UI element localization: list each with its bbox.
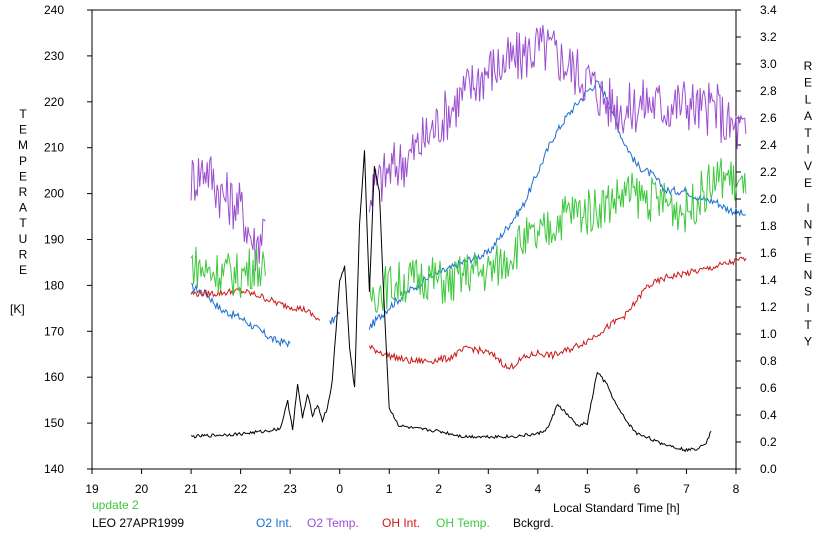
x-tick-label: 0 [336, 482, 343, 496]
x-tick-label: 22 [234, 482, 248, 496]
right-axis-label-letter: I [806, 201, 809, 215]
right-tick-label: 0.6 [760, 381, 777, 395]
left-axis-label-letter: R [19, 185, 28, 199]
series-line-o2-temp [190, 156, 266, 272]
plot-frame [91, 9, 737, 470]
x-tick-label: 8 [733, 482, 740, 496]
left-axis-label-letter: E [19, 123, 27, 137]
right-axis-label-letter: T [804, 126, 812, 140]
legend-entry: O2 Int. [256, 516, 292, 530]
series-line-o2-int [329, 311, 341, 325]
left-tick-label: 140 [44, 462, 64, 476]
right-tick-label: 0.4 [760, 408, 777, 422]
left-tick-label: 190 [44, 233, 64, 247]
right-axis-label-letter: L [805, 92, 812, 106]
x-tick-label: 23 [283, 482, 297, 496]
series-layer [190, 24, 747, 453]
legend-entry: Bckgrd. [513, 516, 554, 530]
series-line-bckgrd [190, 150, 712, 453]
x-tick-label: 19 [85, 482, 99, 496]
left-tick-label: 160 [44, 370, 64, 384]
left-axis-label-letter: A [19, 201, 27, 215]
left-axis-label-letter: U [19, 232, 28, 246]
right-tick-label: 1.0 [760, 327, 777, 341]
series-line-oh-int [190, 287, 321, 321]
right-axis-label-letter: N [804, 268, 813, 282]
right-tick-label: 0.2 [760, 435, 777, 449]
x-axis-ticks: 19 20 21 22 23 0 1 2 3 4 5 6 7 8 [85, 469, 740, 496]
left-tick-label: 180 [44, 278, 64, 292]
series-line-oh-temp [368, 157, 747, 314]
series-line-oh-int [368, 256, 747, 370]
right-axis-ticks: 0.0 0.2 0.4 0.6 0.8 1.0 1.2 1.4 1.6 1.8 2.0 2.2 2.4 2… [736, 3, 777, 476]
right-axis-label-letter: T [804, 318, 812, 332]
update-note: update 2 [92, 498, 139, 512]
right-axis-label-letter: E [804, 251, 812, 265]
x-tick-label: 3 [485, 482, 492, 496]
x-tick-label: 21 [184, 482, 198, 496]
right-axis-label-letter: A [804, 109, 812, 123]
right-tick-label: 2.8 [760, 84, 777, 98]
left-tick-label: 170 [44, 324, 64, 338]
x-tick-label: 4 [535, 482, 542, 496]
left-tick-label: 210 [44, 141, 64, 155]
right-axis-label-letter: N [804, 218, 813, 232]
left-axis-label-letter: R [19, 247, 28, 261]
right-axis-label-letter: Y [804, 335, 812, 349]
left-tick-label: 240 [44, 3, 64, 17]
left-axis-label-letter: T [19, 107, 27, 121]
left-axis-label-letter: E [19, 169, 27, 183]
right-tick-label: 1.4 [760, 273, 777, 287]
x-tick-label: 6 [634, 482, 641, 496]
right-tick-label: 1.8 [760, 219, 777, 233]
legend: O2 Int. O2 Temp. OH Int. OH Temp. Bckgrd. [256, 516, 554, 530]
right-axis-label-letter: V [804, 159, 812, 173]
right-tick-label: 0.0 [760, 462, 777, 476]
left-tick-label: 150 [44, 416, 64, 430]
station-date-label: LEO 27APR1999 [92, 516, 184, 530]
legend-entry: OH Int. [382, 516, 420, 530]
right-tick-label: 1.2 [760, 300, 777, 314]
right-axis-label-letter: I [806, 143, 809, 157]
left-axis-label-letter: P [19, 154, 27, 168]
right-axis-label-letter: E [804, 176, 812, 190]
series-line-o2-temp [368, 24, 747, 213]
right-tick-label: 2.4 [760, 138, 777, 152]
legend-entry: OH Temp. [436, 516, 490, 530]
left-axis-label-letter: T [19, 216, 27, 230]
x-tick-label: 7 [683, 482, 690, 496]
x-axis-label: Local Standard Time [h] [553, 501, 680, 515]
series-line-o2-int [368, 80, 747, 330]
x-tick-label: 1 [386, 482, 393, 496]
right-axis-label-letter: R [804, 59, 813, 73]
right-axis-label-letter: I [806, 301, 809, 315]
left-axis-label-letter: M [18, 138, 28, 152]
right-tick-label: 2.6 [760, 111, 777, 125]
right-tick-label: 1.6 [760, 246, 777, 260]
series-line-o2-int [190, 283, 291, 348]
x-tick-label: 2 [435, 482, 442, 496]
x-tick-label: 5 [584, 482, 591, 496]
left-tick-label: 220 [44, 95, 64, 109]
right-axis-label-letter: S [804, 285, 812, 299]
x-tick-label: 20 [135, 482, 149, 496]
right-tick-label: 2.0 [760, 192, 777, 206]
series-line-oh-temp [190, 246, 266, 298]
legend-entry: O2 Temp. [307, 516, 359, 530]
right-tick-label: 3.2 [760, 30, 777, 44]
right-tick-label: 0.8 [760, 354, 777, 368]
right-tick-label: 2.2 [760, 165, 777, 179]
right-tick-label: 3.0 [760, 57, 777, 71]
left-tick-label: 200 [44, 187, 64, 201]
right-axis-label-letter: E [804, 76, 812, 90]
left-axis-ticks: 140 150 160 170 180 190 200 210 220 230 240 [44, 3, 92, 476]
left-axis-label-letter: E [19, 263, 27, 277]
left-tick-label: 230 [44, 49, 64, 63]
left-axis-unit: [K] [10, 302, 25, 316]
right-tick-label: 3.4 [760, 3, 777, 17]
right-axis-label-letter: T [804, 234, 812, 248]
